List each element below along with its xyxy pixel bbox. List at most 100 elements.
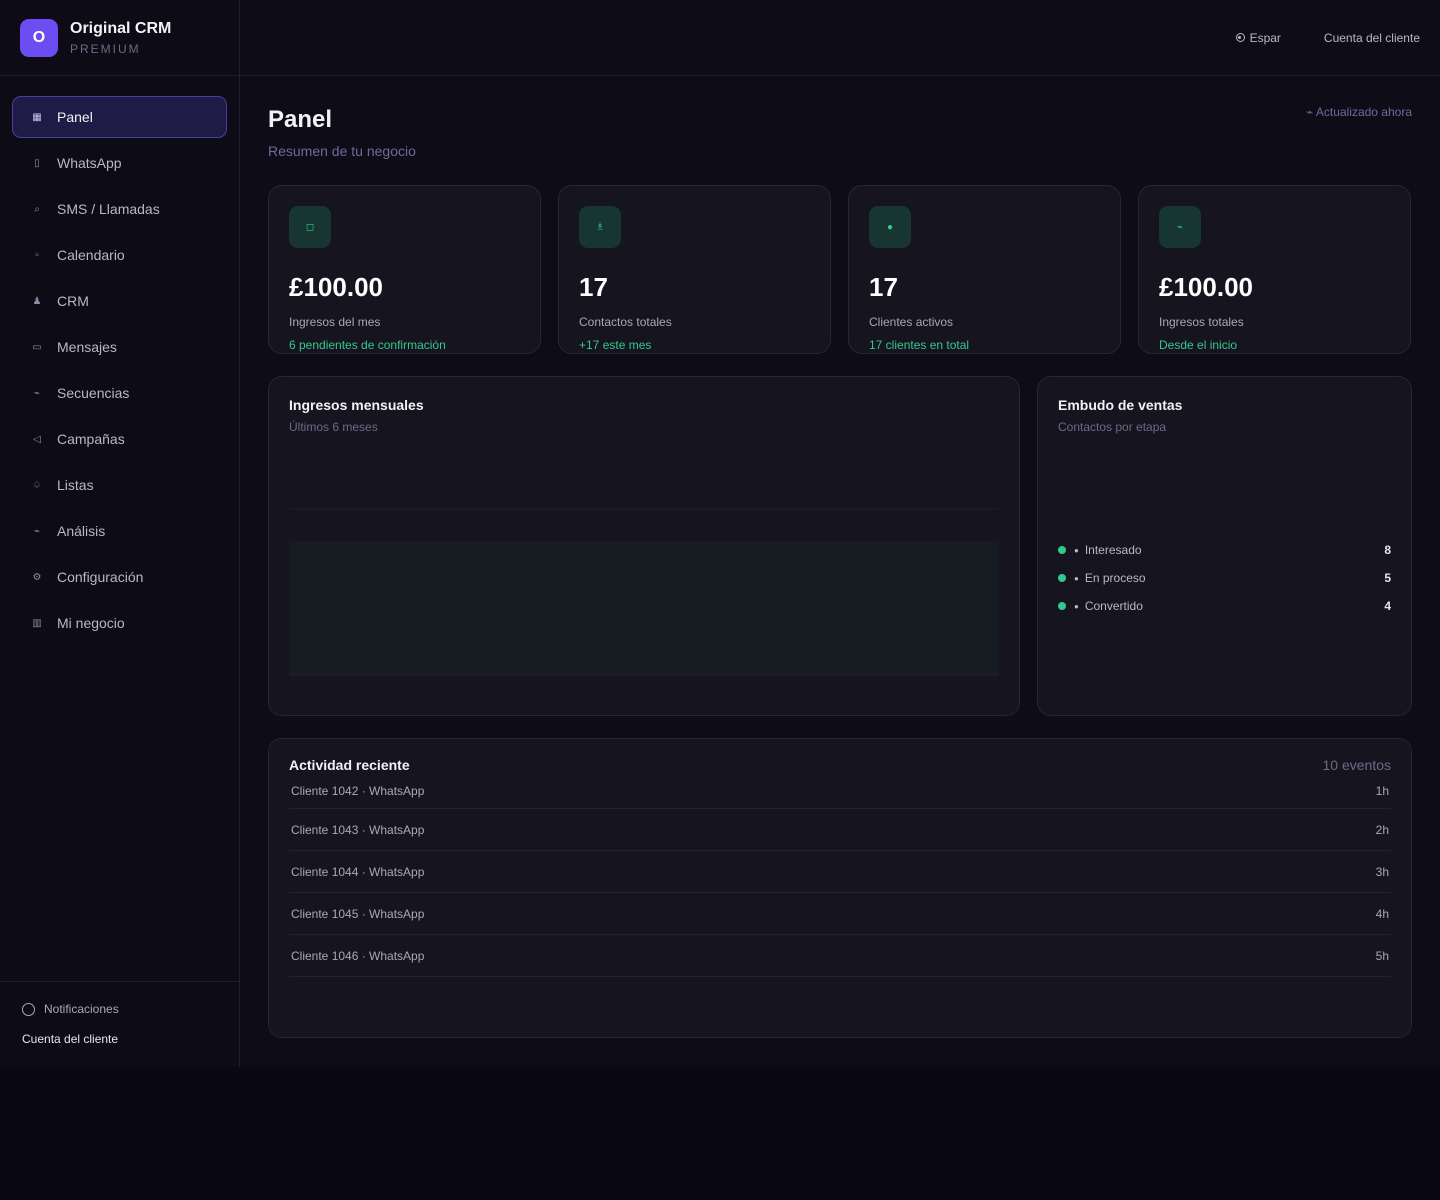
sidebar-item-sms-llamadas[interactable]: ⌕ SMS / Llamadas: [12, 188, 227, 230]
funnel-stage-count: 4: [1384, 599, 1391, 613]
sequence-icon: ⌁: [33, 387, 41, 399]
sidebar-item-analisis[interactable]: ⌁ Análisis: [12, 510, 227, 552]
activity-text: Cliente 1046 · WhatsApp: [291, 948, 425, 963]
main-area: Espar Cuenta del cliente Panel Resumen d…: [240, 0, 1440, 1067]
funnel-panel: Embudo de ventas Contactos por etapa ● In…: [1037, 376, 1412, 716]
status-dot-icon: [1058, 574, 1066, 582]
stat-value: 17: [869, 272, 898, 302]
updated-status: ⌁ Actualizado ahora: [1306, 105, 1412, 119]
bullet-icon: ●: [1074, 601, 1079, 611]
sidebar-item-label: Mi negocio: [57, 615, 125, 631]
activity-text: Cliente 1042 · WhatsApp: [291, 783, 425, 798]
contacts-icon: ♗: [579, 206, 621, 248]
sidebar-item-label: Análisis: [57, 523, 106, 539]
activity-text: Cliente 1045 · WhatsApp: [291, 906, 425, 921]
stat-label: Ingresos del mes: [289, 315, 381, 329]
language-label: Espar: [1249, 30, 1281, 45]
sidebar-item-secuencias[interactable]: ⌁ Secuencias: [12, 372, 227, 414]
activity-row[interactable]: Cliente 1043 · WhatsApp 2h: [289, 809, 1391, 851]
activity-time: 1h: [1375, 783, 1389, 798]
status-dot-icon: [1058, 546, 1066, 554]
sidebar-item-panel[interactable]: ▦ Panel: [12, 96, 227, 138]
funnel-stage: ● Convertido 4: [1058, 592, 1391, 620]
activity-time: 5h: [1375, 948, 1389, 963]
stat-value: £100.00: [1159, 272, 1253, 302]
sidebar-item-label: Mensajes: [57, 339, 117, 355]
user-icon: ♟: [32, 295, 42, 307]
notifications-link[interactable]: Notificaciones: [22, 1002, 217, 1016]
stat-value: 17: [579, 272, 608, 302]
building-icon: ▥: [32, 617, 42, 629]
sidebar-item-listas[interactable]: ♤ Listas: [12, 464, 227, 506]
activity-text: Cliente 1043 · WhatsApp: [291, 822, 425, 837]
funnel-stage-label: En proceso: [1084, 571, 1146, 585]
megaphone-icon: ◁: [33, 433, 41, 445]
activity-text: Cliente 1044 · WhatsApp: [291, 864, 425, 879]
brand-tier: PREMIUM: [70, 41, 141, 56]
bullet-icon: ●: [1074, 545, 1079, 555]
sidebar-item-campanas[interactable]: ◁ Campañas: [12, 418, 227, 460]
stat-cards: ◻ £100.00 Ingresos del mes 6 pendientes de …: [268, 185, 1412, 354]
list-icon: ♤: [32, 479, 42, 491]
revenue-chart: [289, 508, 999, 676]
stat-card: ● 17 Clientes activos 17 clientes en total: [848, 185, 1121, 354]
stat-label: Ingresos totales: [1159, 315, 1244, 329]
page-subtitle: Resumen de tu negocio: [268, 143, 416, 159]
funnel-title: Embudo de ventas: [1058, 397, 1183, 413]
notifications-label: Notificaciones: [44, 1002, 119, 1016]
activity-title: Actividad reciente: [289, 757, 410, 773]
stat-label: Contactos totales: [579, 315, 672, 329]
message-icon: ▭: [32, 341, 42, 353]
active-clients-icon: ●: [869, 206, 911, 248]
stat-note: +17 este mes: [579, 338, 652, 352]
activity-row[interactable]: Cliente 1045 · WhatsApp 4h: [289, 893, 1391, 935]
grid-icon: ▦: [32, 111, 42, 123]
sidebar-item-calendario[interactable]: ▫ Calendario: [12, 234, 227, 276]
stat-card: ♗ 17 Contactos totales +17 este mes: [558, 185, 831, 354]
chart-subtitle: Últimos 6 meses: [289, 420, 378, 434]
calendar-icon: ▫: [35, 249, 39, 261]
funnel-stage: ● En proceso 5: [1058, 564, 1391, 592]
chart-title: Ingresos mensuales: [289, 397, 424, 413]
activity-time: 4h: [1375, 906, 1389, 921]
activity-row[interactable]: Cliente 1046 · WhatsApp 5h: [289, 935, 1391, 977]
content: Panel Resumen de tu negocio ⌁ Actualizad…: [240, 76, 1440, 1038]
sidebar-footer: Notificaciones Cuenta del cliente: [0, 981, 239, 1067]
logo: O: [20, 18, 58, 57]
sidebar-item-label: Configuración: [57, 569, 144, 585]
revenue-chart-panel: Ingresos mensuales Últimos 6 meses: [268, 376, 1020, 716]
account-link[interactable]: Cuenta del cliente: [22, 1032, 119, 1046]
activity-count: 10 eventos: [1322, 757, 1392, 773]
sidebar-item-label: Panel: [57, 109, 93, 125]
top-account-link[interactable]: Cuenta del cliente: [1323, 30, 1420, 45]
page-title: Panel: [268, 106, 333, 133]
funnel-stage-count: 8: [1384, 543, 1391, 557]
language-selector[interactable]: Espar: [1235, 30, 1281, 45]
sidebar-item-configuracion[interactable]: ⚙ Configuración: [12, 556, 227, 598]
sidebar-item-label: Campañas: [57, 431, 125, 447]
brand[interactable]: O Original CRM PREMIUM: [0, 0, 239, 76]
funnel-stage-label: Interesado: [1084, 543, 1142, 557]
wallet-icon: ◻: [289, 206, 331, 248]
activity-row[interactable]: Cliente 1042 · WhatsApp 1h: [289, 773, 1391, 809]
gear-icon: ⚙: [32, 571, 42, 583]
chart-area-fill: [289, 541, 999, 675]
sidebar-item-mi-negocio[interactable]: ▥ Mi negocio: [12, 602, 227, 644]
activity-panel: Actividad reciente 10 eventos Cliente 10…: [268, 738, 1412, 1038]
sidebar-item-label: Calendario: [57, 247, 125, 263]
phone-icon: ▯: [34, 157, 40, 169]
sidebar-item-whatsapp[interactable]: ▯ WhatsApp: [12, 142, 227, 184]
analytics-icon: ⌁: [33, 525, 41, 537]
sidebar-nav: ▦ Panel ▯ WhatsApp ⌕ SMS / Llamadas ▫ Calendari…: [0, 76, 239, 644]
sidebar-item-crm[interactable]: ♟ CRM: [12, 280, 227, 322]
activity-list: Cliente 1042 · WhatsApp 1h Cliente 1043 · …: [289, 773, 1391, 977]
sidebar-item-label: WhatsApp: [57, 155, 122, 171]
sidebar-item-label: Listas: [57, 477, 94, 493]
status-dot-icon: [1058, 602, 1066, 610]
sidebar: O Original CRM PREMIUM ▦ Panel ▯ WhatsApp ⌕ S…: [0, 0, 240, 1067]
funnel-stage-count: 5: [1384, 571, 1391, 585]
activity-row[interactable]: Cliente 1044 · WhatsApp 3h: [289, 851, 1391, 893]
topbar: Espar Cuenta del cliente: [240, 0, 1440, 76]
activity-time: 2h: [1375, 822, 1389, 837]
sidebar-item-mensajes[interactable]: ▭ Mensajes: [12, 326, 227, 368]
